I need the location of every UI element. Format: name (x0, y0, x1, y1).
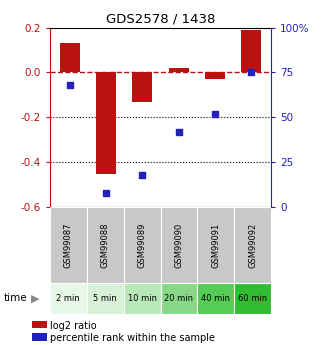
Bar (160, 207, 197, 283)
Bar (197, 283, 234, 314)
Text: percentile rank within the sample: percentile rank within the sample (50, 333, 215, 343)
Bar (87, 283, 124, 314)
Text: 40 min: 40 min (201, 294, 230, 303)
Text: GSM99088: GSM99088 (100, 222, 110, 268)
Bar (124, 207, 160, 283)
Text: time: time (3, 294, 27, 303)
Bar (169, 68, 189, 72)
Text: 60 min: 60 min (238, 294, 267, 303)
Text: ▶: ▶ (31, 294, 40, 303)
Bar (50, 207, 87, 283)
Bar (87, 207, 124, 283)
Bar (50, 283, 87, 314)
Point (213, 111, 218, 117)
Text: GSM99091: GSM99091 (211, 222, 221, 268)
Point (67, 82, 72, 88)
Bar (124, 283, 160, 314)
Text: 10 min: 10 min (127, 294, 157, 303)
Bar (160, 283, 197, 314)
Bar (205, 72, 225, 79)
Point (176, 129, 181, 135)
Text: log2 ratio: log2 ratio (50, 321, 96, 331)
Text: 2 min: 2 min (56, 294, 80, 303)
Bar (234, 207, 271, 283)
Text: GSM99092: GSM99092 (248, 222, 257, 268)
Point (140, 172, 145, 177)
Bar (234, 283, 271, 314)
Text: 20 min: 20 min (164, 294, 194, 303)
Bar (241, 30, 261, 72)
Bar (197, 207, 234, 283)
Point (103, 190, 108, 195)
Bar (60, 43, 80, 72)
Point (249, 70, 254, 75)
Bar (132, 72, 152, 101)
Text: GSM99090: GSM99090 (174, 222, 184, 268)
Text: GDS2578 / 1438: GDS2578 / 1438 (106, 12, 215, 25)
Bar (96, 72, 116, 175)
Text: GSM99087: GSM99087 (64, 222, 73, 268)
Text: GSM99089: GSM99089 (137, 222, 147, 268)
Text: 5 min: 5 min (93, 294, 117, 303)
